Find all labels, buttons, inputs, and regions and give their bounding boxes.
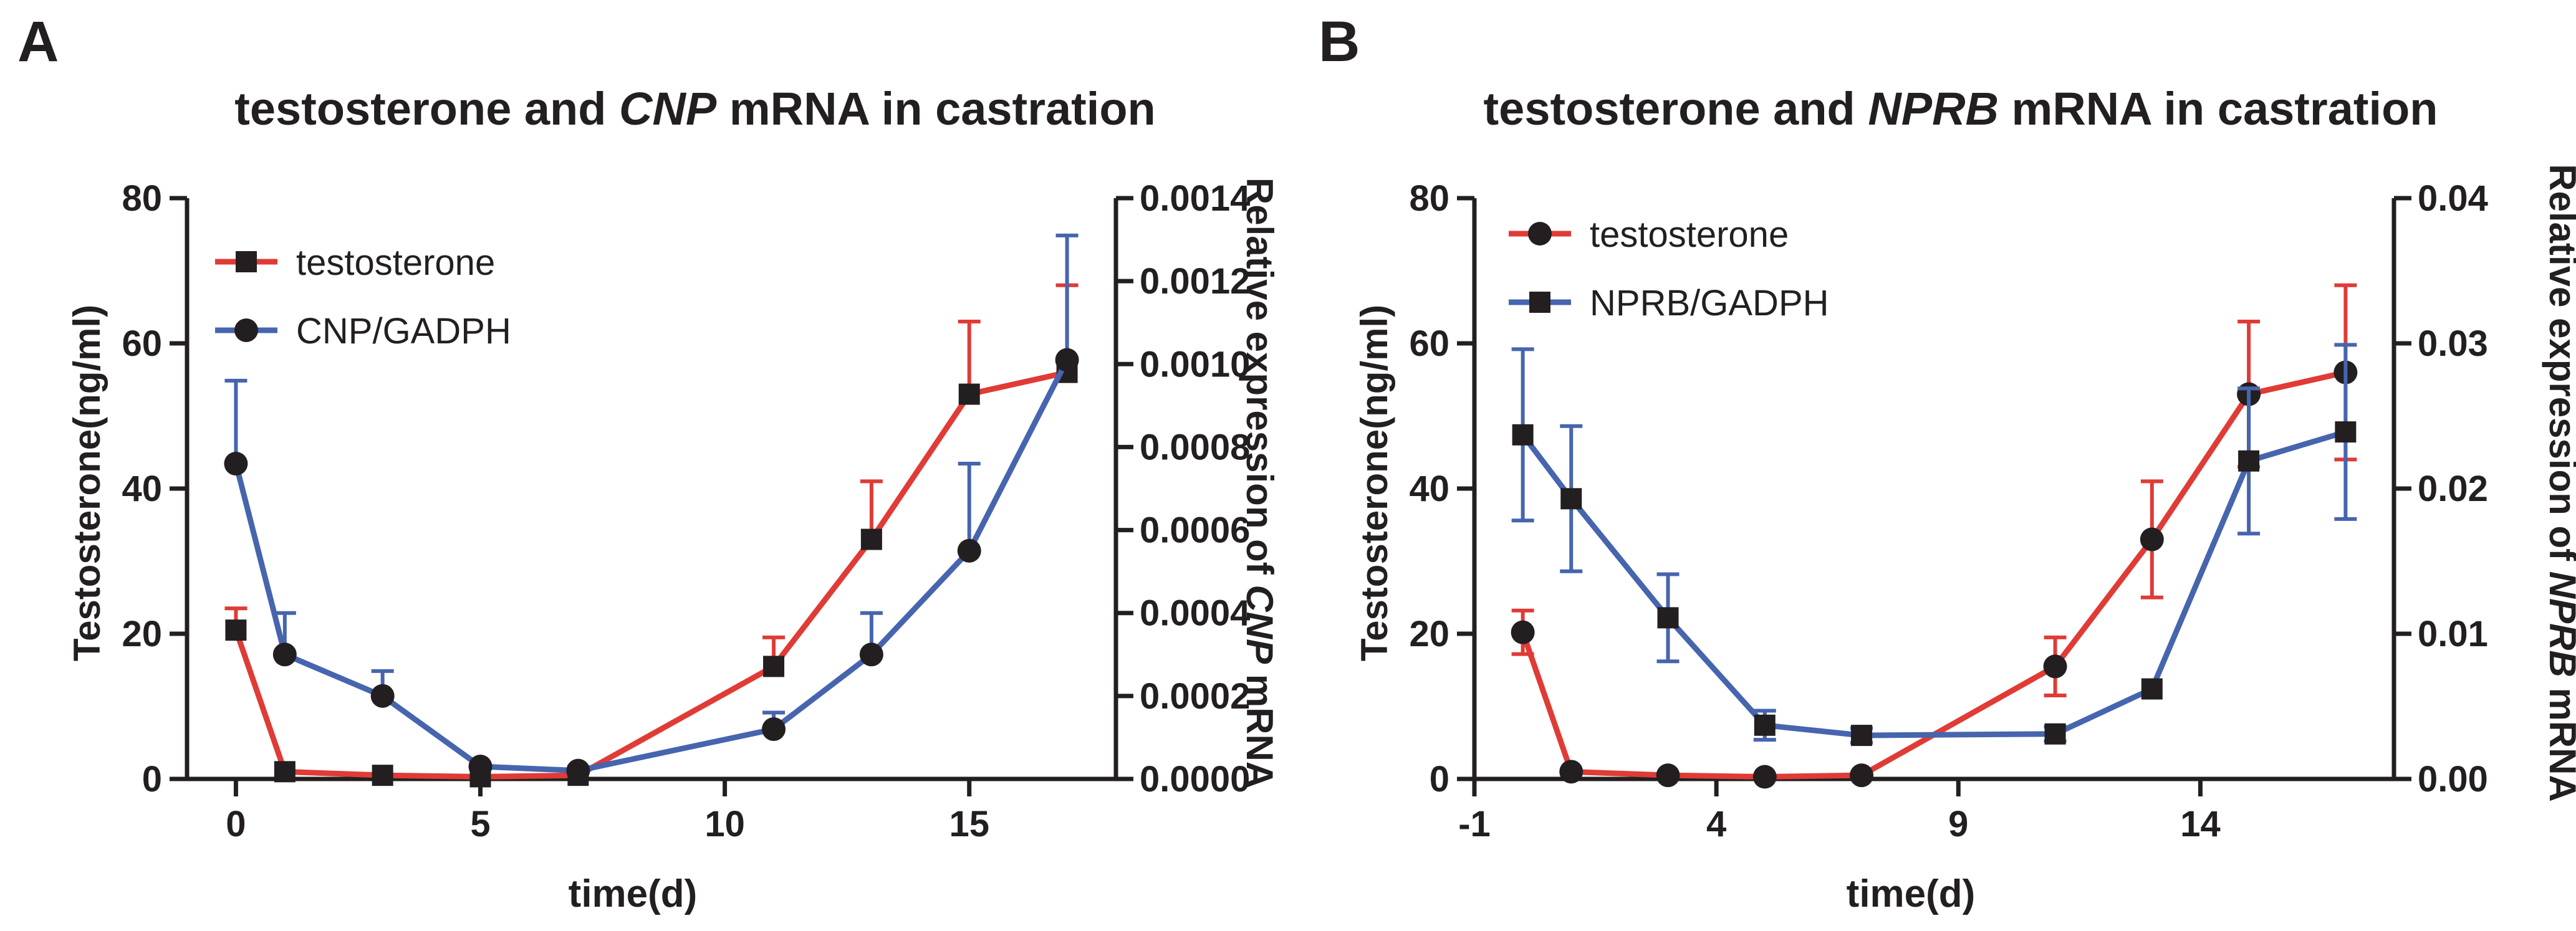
panel-b-x-tick-label: 4 <box>1706 804 1726 844</box>
panel-b-y-left-tick-label: 60 <box>1409 323 1449 364</box>
panel-b-series-testosterone-point <box>1559 760 1584 784</box>
panel-a-series-testosterone-point <box>763 656 785 677</box>
panel-a-legend-label: testosterone <box>296 242 495 283</box>
panel-a-y-right-tick-label: 0.0014 <box>1140 178 1250 219</box>
panel-a-series-cnp-gadph-point <box>762 717 786 742</box>
panel-b-x-label: time(d) <box>1847 872 1976 915</box>
panel-b-series-testosterone-point <box>1656 763 1680 788</box>
panel-a-series-cnp-gadph-line <box>233 358 1070 774</box>
panel-b-y-left-label: Testosterone(ng/ml) <box>1353 305 1395 661</box>
panel-b-y-left-tick-label: 20 <box>1409 614 1449 654</box>
panel-b-y-left-tick-label: 80 <box>1409 178 1449 219</box>
panel-b-series-testosterone-line <box>1520 370 2347 780</box>
panel-b-label: B <box>1319 10 1360 74</box>
panel-a-y-right-tick-label: 0.0010 <box>1140 344 1250 384</box>
panel-a-series-testosterone-point <box>958 383 980 405</box>
panel-b-y-right-tick-label: 0.01 <box>2418 614 2488 654</box>
panel-a-y-right-tick-label: 0.0012 <box>1140 261 1250 302</box>
panel-a-y-left-tick-label: 60 <box>122 323 162 364</box>
panel-b: B testosterone and NPRB mRNA in castrati… <box>1319 10 2576 915</box>
panel-b-series-testosterone-point <box>1511 620 1535 644</box>
panel-b-y-right-tick-label: 0.03 <box>2418 323 2488 364</box>
panel-a-plot-area: 0 20 40 60 80 0.0000 0.0002 0.0004 0.0006 0.0008 0… <box>122 178 1250 844</box>
panel-a-x-label: time(d) <box>569 872 698 915</box>
panel-b-legend-item: testosterone <box>1509 214 1789 255</box>
panel-b-series-nprb-gadph-point <box>1512 424 1534 446</box>
panel-a-series-cnp-gadph-point <box>468 755 493 779</box>
panel-a-y-right-tick-label: 0.0002 <box>1140 676 1250 717</box>
panel-a-y-right-tick-label: 0.0004 <box>1140 593 1250 634</box>
panel-a-series-testosterone-line <box>233 370 1068 780</box>
panel-a-x-tick-label: 15 <box>949 804 989 844</box>
panel-a-legend-item: CNP/GADPH <box>215 311 511 351</box>
panel-b-legend-label: testosterone <box>1590 214 1789 255</box>
panel-b-legend-swatch-marker <box>1529 292 1550 313</box>
panel-a-series-cnp-gadph-point <box>859 642 883 667</box>
panel-a-title: testosterone and CNP mRNA in castration <box>234 83 1156 135</box>
panel-a-y-left-tick-label: 20 <box>122 614 162 654</box>
panel-a-series-testosterone-point <box>225 619 247 641</box>
panel-b-series-nprb-gadph <box>1511 343 2357 747</box>
panel-b-y-left-tick-label: 40 <box>1409 469 1449 509</box>
panel-b-series-testosterone-point <box>2140 527 2164 551</box>
panel-a-y-left-tick-label: 40 <box>122 469 162 509</box>
panel-b-legend-swatch-marker <box>1528 222 1552 246</box>
panel-b-x-tick-label: -1 <box>1458 804 1491 844</box>
panel-a-y-right-tick-label: 0.0000 <box>1140 759 1250 800</box>
panel-a-series-testosterone-point <box>860 528 882 550</box>
panel-b-x-tick-label: 9 <box>1948 804 1968 844</box>
panel-b-y-right-tick-label: 0.02 <box>2418 469 2488 509</box>
panel-b-y-right-tick-label: 0.04 <box>2418 178 2488 219</box>
panel-b-series-nprb-gadph-point <box>1754 714 1776 736</box>
panel-a-legend-swatch-marker <box>236 251 257 272</box>
panel-b-series-nprb-gadph-point <box>1657 607 1679 629</box>
panel-b-plot-area: 0 20 40 60 80 0.00 0.01 0.02 0.03 0.04 -1 4 9 14 testo… <box>1409 178 2487 844</box>
panel-b-series-nprb-gadph-point <box>1851 725 1873 747</box>
panel-a-series-cnp-gadph-point <box>1055 348 1079 372</box>
panel-a-legend-label: CNP/GADPH <box>296 311 511 351</box>
panel-b-legend-label: NPRB/GADPH <box>1590 283 1829 323</box>
panel-b-series-testosterone-point <box>1850 763 1874 788</box>
panel-a-x-tick-label: 10 <box>704 804 745 844</box>
panel-a-series-cnp-gadph-point <box>370 684 395 708</box>
panel-b-y-right-label: Relative expression of NPRB mRNA <box>2542 164 2576 802</box>
panel-a-series-testosterone-point <box>372 765 393 786</box>
panel-b-series-nprb-gadph-point <box>2044 723 2066 745</box>
panel-a-series-cnp-gadph <box>224 233 1079 783</box>
panel-b-legend-item: NPRB/GADPH <box>1509 283 1829 323</box>
panel-a-x-tick-label: 0 <box>226 804 246 844</box>
panel-a-series-cnp-gadph-point <box>566 758 590 783</box>
panel-a: A testosterone and CNP mRNA in castratio… <box>17 10 1281 915</box>
panel-a-y-left-label: Testosterone(ng/ml) <box>66 305 108 661</box>
panel-a-series-cnp-gadph-point <box>272 642 297 667</box>
panel-b-series-nprb-gadph-point <box>2141 678 2163 700</box>
panel-a-series-cnp-gadph-point <box>957 538 981 563</box>
panel-a-series-testosterone <box>224 283 1079 788</box>
panel-b-x-tick-label: 14 <box>2180 804 2221 844</box>
panel-a-y-left-tick-label: 80 <box>122 178 162 219</box>
panel-b-series-testosterone-point <box>1752 765 1777 789</box>
panel-b-series-nprb-gadph-point <box>2238 450 2260 472</box>
panel-b-series-nprb-gadph-point <box>2335 421 2357 443</box>
panel-a-y-right-tick-label: 0.0008 <box>1140 427 1250 467</box>
panel-b-series-nprb-gadph-line <box>1521 429 2347 738</box>
panel-a-series-cnp-gadph-point <box>224 452 248 476</box>
panel-a-series-testosterone-point <box>274 761 296 783</box>
panel-b-series-testosterone <box>1511 283 2358 789</box>
panel-b-y-right-tick-label: 0.00 <box>2418 759 2488 800</box>
panel-b-y-left-tick-label: 0 <box>1430 759 1449 800</box>
panel-a-legend-item: testosterone <box>215 242 495 283</box>
panel-a-y-right-tick-label: 0.0006 <box>1140 510 1250 551</box>
panel-a-legend-swatch-marker <box>234 318 258 342</box>
panel-b-title: testosterone and NPRB mRNA in castration <box>1484 83 2438 135</box>
panel-a-y-left-tick-label: 0 <box>142 759 162 800</box>
panel-b-series-nprb-gadph-point <box>1560 488 1582 510</box>
panel-a-y-right-label: Relative expression of CNP mRNA <box>1239 178 1281 788</box>
panel-a-label: A <box>17 10 59 74</box>
panel-b-series-testosterone-point <box>2043 654 2067 679</box>
panel-a-x-tick-label: 5 <box>470 804 490 844</box>
